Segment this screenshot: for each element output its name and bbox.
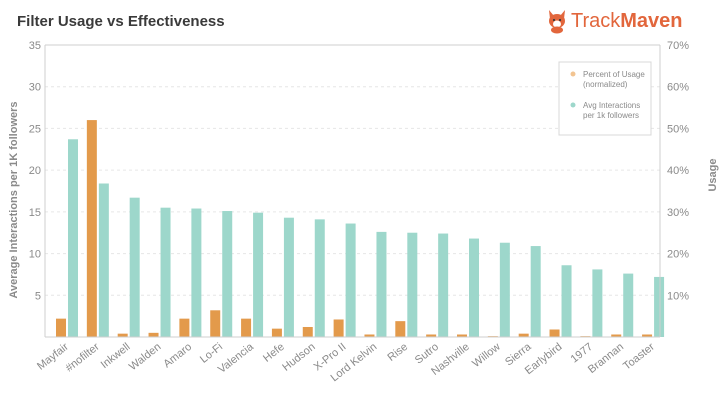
- axes: [44, 44, 661, 338]
- usage-bar: [549, 329, 560, 337]
- brand-name: TrackMaven: [571, 9, 683, 32]
- interactions-bar: [376, 231, 387, 337]
- interactions-bar: [407, 232, 418, 337]
- y-tick-label: 15: [29, 207, 41, 219]
- usage-bar: [456, 334, 467, 337]
- legend: Percent of Usage(normalized) Avg Interact…: [558, 61, 652, 136]
- usage-bar: [518, 333, 529, 337]
- x-tick-label: Valencia: [216, 340, 257, 375]
- interactions-bar: [191, 208, 202, 337]
- y-tick-label: 30: [29, 82, 41, 94]
- usage-bar: [333, 319, 344, 337]
- chart-title: Filter Usage vs Effectiveness: [17, 13, 225, 30]
- usage-bar: [210, 310, 221, 337]
- y2-tick-label: 50%: [667, 123, 689, 135]
- usage-bar: [56, 318, 66, 337]
- interactions-bar: [654, 276, 665, 337]
- interactions-bar: [345, 223, 356, 337]
- usage-bar: [395, 321, 406, 337]
- usage-bar: [426, 334, 437, 337]
- interactions-bar: [160, 207, 171, 337]
- x-tick-label: Rise: [385, 341, 410, 364]
- y-axis-label: Average Interactions per 1K followers: [8, 101, 20, 298]
- usage-bar: [148, 332, 159, 337]
- x-tick-label: Toaster: [621, 341, 657, 373]
- interactions-bar: [253, 212, 264, 337]
- y2-tick-label: 30%: [667, 207, 689, 219]
- usage-bar: [117, 333, 128, 337]
- interactions-bar: [592, 269, 603, 337]
- trackmaven-logo: TrackMaven: [546, 6, 683, 36]
- interactions-bar: [68, 139, 78, 337]
- interactions-bar: [283, 217, 294, 337]
- interactions-bar: [530, 246, 541, 337]
- interactions-bar: [499, 242, 510, 337]
- legend-marker: [570, 71, 576, 77]
- legend-box: [558, 61, 652, 136]
- usage-bar: [611, 334, 622, 337]
- y2-tick-label: 40%: [667, 165, 689, 177]
- interactions-bar: [222, 211, 233, 337]
- legend-label: per 1k followers: [583, 111, 639, 120]
- y2-tick-label: 20%: [667, 249, 689, 261]
- usage-bar: [271, 328, 282, 337]
- x-tick-label: Willow: [470, 341, 502, 370]
- interactions-bar: [314, 219, 325, 337]
- y2-tick-label: 70%: [667, 40, 689, 52]
- interactions-bar: [129, 197, 140, 337]
- y-tick-label: 10: [29, 249, 41, 261]
- usage-bar: [179, 318, 190, 337]
- x-tick-label: Hudson: [280, 341, 317, 374]
- legend-label: (normalized): [583, 80, 628, 89]
- y-tick-label: 35: [29, 40, 41, 52]
- x-tick-label: Walden: [127, 341, 163, 373]
- corgi-logo-icon: [549, 10, 565, 34]
- usage-bar: [302, 326, 313, 337]
- legend-label: Percent of Usage: [583, 70, 645, 79]
- y2-tick-label: 10%: [667, 290, 689, 302]
- legend-label: Avg Interactions: [583, 101, 640, 110]
- bars: [56, 120, 665, 337]
- x-tick-label: #nofilter: [63, 341, 101, 375]
- usage-bar: [642, 334, 653, 337]
- legend-marker: [570, 102, 576, 108]
- x-tick-label: Inkwell: [99, 341, 133, 371]
- x-tick-label: Amaro: [161, 341, 194, 370]
- usage-bar: [86, 120, 97, 337]
- interactions-bar: [438, 233, 449, 337]
- y2-tick-label: 60%: [667, 82, 689, 94]
- y-tick-label: 25: [29, 123, 41, 135]
- interactions-bar: [561, 265, 572, 337]
- usage-bar: [364, 334, 375, 337]
- interactions-bar: [623, 273, 634, 337]
- y-tick-label: 5: [35, 290, 41, 302]
- y-tick-label: 20: [29, 165, 41, 177]
- interactions-bar: [98, 183, 109, 337]
- interactions-bar: [468, 238, 479, 337]
- y2-axis-label: Usage: [707, 158, 719, 191]
- usage-bar: [241, 318, 252, 337]
